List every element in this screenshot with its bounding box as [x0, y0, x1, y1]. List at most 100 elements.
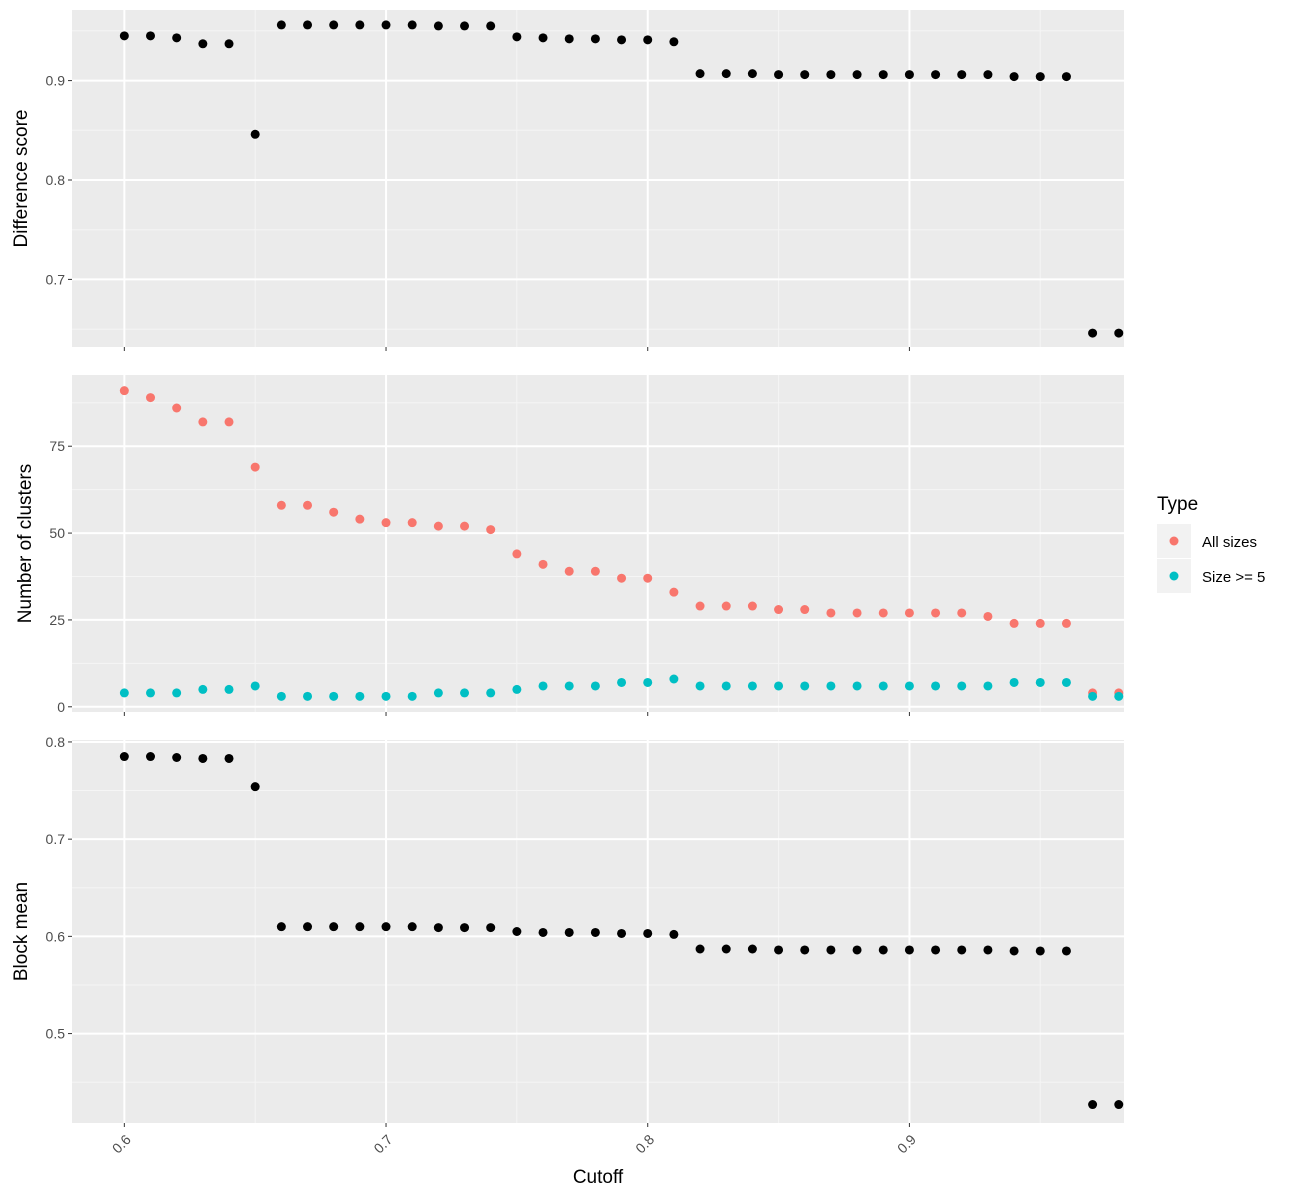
data-point	[1061, 946, 1071, 956]
data-point	[590, 34, 600, 44]
data-point	[407, 518, 417, 528]
data-point	[538, 927, 548, 937]
data-point	[957, 681, 967, 691]
y-axis-title: Difference score	[11, 110, 32, 248]
data-point	[617, 573, 627, 583]
data-point	[617, 928, 627, 938]
data-point	[146, 31, 156, 41]
data-point	[564, 927, 574, 937]
grid-lines	[72, 375, 1124, 712]
data-point	[460, 923, 470, 933]
legend-label-size-ge-5: Size >= 5	[1202, 569, 1265, 586]
data-point	[957, 945, 967, 955]
data-point	[774, 945, 784, 955]
legend: Type All sizes Size >= 5	[1157, 494, 1265, 593]
data-point	[1035, 72, 1045, 82]
data-point	[381, 691, 391, 701]
data-point	[643, 677, 653, 687]
data-point	[957, 70, 967, 80]
data-point	[486, 688, 496, 698]
data-point	[931, 70, 941, 80]
y-tick-label: 0.7	[46, 271, 66, 287]
x-axis-title: Cutoff	[573, 1167, 624, 1188]
data-point	[695, 601, 705, 611]
data-point	[669, 674, 679, 684]
data-point	[800, 945, 810, 955]
data-point	[303, 691, 313, 701]
y-axis-ticks: 0.5 0.6 0.7 0.8	[46, 734, 72, 1042]
data-point	[1009, 946, 1019, 956]
data-point	[512, 927, 522, 936]
data-point	[904, 70, 914, 80]
data-point	[826, 945, 836, 955]
data-point	[904, 681, 914, 691]
data-point	[695, 69, 705, 79]
x-axis-ticks	[123, 712, 910, 716]
data-point	[826, 681, 836, 691]
data-point	[146, 752, 156, 762]
legend-title: Type	[1157, 494, 1198, 515]
data-point	[852, 608, 862, 618]
data-point	[460, 688, 470, 698]
data-point	[643, 928, 653, 938]
data-point	[1061, 677, 1071, 687]
y-tick-label: 0.6	[46, 928, 66, 944]
legend-swatch-size-ge-5	[1169, 571, 1179, 581]
data-point	[276, 20, 286, 30]
data-point	[486, 923, 496, 933]
data-point	[564, 681, 574, 691]
data-point	[198, 39, 208, 49]
data-point	[695, 944, 705, 954]
data-point	[276, 922, 286, 932]
data-point	[617, 677, 627, 687]
data-point	[355, 691, 365, 701]
data-point	[355, 922, 365, 932]
legend-swatch-all-sizes	[1169, 536, 1179, 546]
data-points	[119, 20, 1124, 338]
panel-difference-score: 0.7 0.8 0.9 Difference score	[11, 10, 1124, 351]
data-point	[1009, 677, 1019, 687]
y-tick-label: 75	[49, 438, 65, 454]
data-point	[381, 922, 391, 932]
data-point	[538, 681, 548, 691]
data-point	[329, 507, 339, 517]
data-point	[774, 605, 784, 615]
y-tick-label: 0.8	[46, 734, 66, 750]
data-point	[460, 521, 470, 531]
data-point	[721, 69, 731, 79]
data-point	[747, 944, 757, 954]
data-point	[800, 681, 810, 691]
data-point	[904, 608, 914, 618]
data-point	[407, 20, 417, 30]
data-point	[931, 681, 941, 691]
data-point	[878, 681, 888, 691]
data-point	[276, 500, 286, 510]
x-axis-ticks: 0.6 0.7 0.8 0.9	[109, 1123, 919, 1156]
data-point	[172, 752, 182, 762]
x-tick-label: 0.9	[894, 1131, 919, 1156]
data-point	[381, 518, 391, 528]
data-point	[721, 944, 731, 954]
data-point	[957, 608, 967, 618]
data-point	[983, 70, 993, 80]
data-point	[250, 782, 260, 792]
data-point	[119, 386, 129, 396]
data-point	[669, 37, 679, 47]
data-point	[721, 601, 731, 611]
data-point	[355, 20, 365, 30]
data-point	[826, 608, 836, 618]
legend-label-all-sizes: All sizes	[1202, 534, 1257, 551]
data-point	[538, 559, 548, 569]
data-point	[1114, 328, 1124, 338]
data-point	[407, 691, 417, 701]
data-point	[669, 929, 679, 939]
y-tick-label: 50	[49, 525, 65, 541]
data-point	[198, 417, 208, 427]
data-point	[1114, 691, 1124, 701]
y-tick-label: 25	[49, 612, 65, 628]
data-point	[564, 566, 574, 576]
data-point	[433, 21, 443, 31]
data-point	[590, 566, 600, 576]
data-point	[564, 34, 574, 44]
